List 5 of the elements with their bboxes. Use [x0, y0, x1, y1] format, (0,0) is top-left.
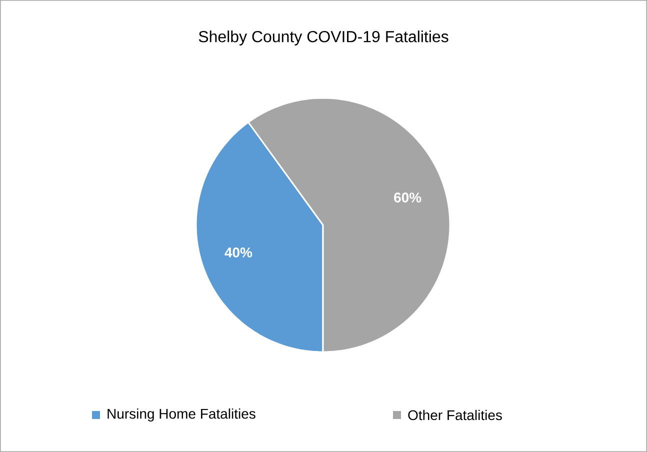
data-label: 40%: [224, 248, 252, 258]
data-label: 60%: [394, 192, 422, 202]
legend-label: Nursing Home Fatalities: [108, 408, 256, 422]
chart-title: Shelby County COVID-19 Fatalities: [198, 30, 448, 46]
legend-label: Other Fatalities: [408, 410, 502, 420]
